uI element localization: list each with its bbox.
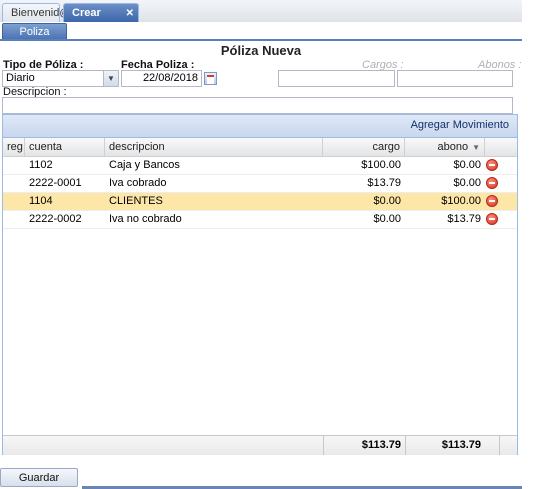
col-cuenta[interactable]: cuenta (25, 138, 105, 156)
cell-cargo: $0.00 (373, 213, 401, 225)
guardar-button[interactable]: Guardar (0, 468, 78, 487)
cell-abono: $0.00 (453, 177, 481, 189)
total-cargo: $113.79 (361, 439, 401, 451)
cell-descripcion: Iva cobrado (109, 177, 167, 189)
table-row[interactable]: 2222-0002 Iva no cobrado $0.00 $13.79 (3, 211, 517, 229)
cell-descripcion: CLIENTES (109, 195, 163, 207)
tab-bienvenido[interactable]: Bienvenid@ (2, 3, 70, 22)
delete-row-icon[interactable] (486, 195, 498, 207)
tab-poliza[interactable]: Poliza (2, 23, 67, 39)
abonos-label: Abonos : (478, 59, 522, 71)
sort-down-icon[interactable]: ▼ (472, 143, 480, 152)
cell-cuenta: 1102 (29, 159, 53, 171)
cell-cargo: $0.00 (373, 195, 401, 207)
fecha-poliza-input[interactable]: 22/08/2018 (121, 70, 202, 87)
chevron-down-icon[interactable]: ▼ (103, 71, 118, 86)
fecha-poliza-label: Fecha Poliza : (121, 59, 195, 71)
cell-cuenta: 2222-0002 (29, 213, 82, 225)
divider (499, 436, 500, 455)
grid-totals: $113.79 $113.79 (3, 435, 517, 455)
descripcion-field[interactable] (2, 97, 513, 114)
close-icon[interactable]: ✕ (125, 8, 134, 19)
tipo-poliza-value: Diario (6, 72, 35, 84)
table-row[interactable]: 2222-0001 Iva cobrado $13.79 $0.00 (3, 175, 517, 193)
cargos-label: Cargos : (362, 59, 404, 71)
col-actions (485, 138, 517, 156)
movimientos-grid: Agregar Movimiento reg cuenta descripcio… (2, 114, 518, 455)
col-descripcion[interactable]: descripcion (105, 138, 323, 156)
page-title: Póliza Nueva (220, 43, 302, 58)
subtab-bar: Poliza (0, 22, 522, 41)
divider (82, 486, 522, 489)
table-row[interactable]: 1102 Caja y Bancos $100.00 $0.00 (3, 157, 517, 175)
cell-abono: $13.79 (447, 213, 481, 225)
tab-crear-poliza[interactable]: Crear Poliza✕ (63, 3, 139, 38)
cell-descripcion: Caja y Bancos (109, 159, 180, 171)
col-cargo[interactable]: cargo (323, 138, 405, 156)
divider (405, 436, 406, 455)
delete-row-icon[interactable] (486, 213, 498, 225)
fecha-poliza-value: 22/08/2018 (142, 72, 198, 84)
grid-toolbar: Agregar Movimiento (3, 115, 517, 138)
delete-row-icon[interactable] (486, 177, 498, 189)
cell-descripcion: Iva no cobrado (109, 213, 182, 225)
cell-cargo: $13.79 (367, 177, 401, 189)
tab-label: Bienvenid@ (11, 7, 71, 19)
tab-strip: Bienvenid@ Crear Poliza✕ (0, 0, 522, 38)
cell-reg (3, 211, 25, 228)
cell-abono: $0.00 (453, 159, 481, 171)
col-reg[interactable]: reg (3, 138, 25, 156)
abonos-field[interactable] (397, 70, 513, 87)
cell-reg (3, 175, 25, 192)
col-abono-label: abono (437, 141, 469, 153)
cell-reg (3, 157, 25, 174)
cell-reg (3, 193, 25, 210)
agregar-movimiento-button[interactable]: Agregar Movimiento (410, 119, 509, 131)
grid-header: reg cuenta descripcion cargo abono ▼ (3, 138, 517, 157)
table-row-selected[interactable]: 1104 CLIENTES $0.00 $100.00 (3, 193, 517, 211)
tipo-poliza-select[interactable]: Diario ▼ (2, 70, 119, 87)
total-abono: $113.79 (441, 439, 481, 451)
cell-abono: $100.00 (441, 195, 481, 207)
tipo-poliza-label: Tipo de Póliza : (3, 59, 84, 71)
delete-row-icon[interactable] (486, 159, 498, 171)
calendar-icon[interactable] (204, 72, 217, 85)
cargos-field[interactable] (278, 70, 395, 87)
divider (323, 436, 324, 455)
cell-cuenta: 2222-0001 (29, 177, 82, 189)
descripcion-label: Descripcion : (3, 86, 67, 98)
bottom-toolbar: Guardar (0, 463, 522, 489)
col-abono[interactable]: abono ▼ (405, 138, 485, 156)
cell-cargo: $100.00 (361, 159, 401, 171)
cell-cuenta: 1104 (29, 195, 53, 207)
